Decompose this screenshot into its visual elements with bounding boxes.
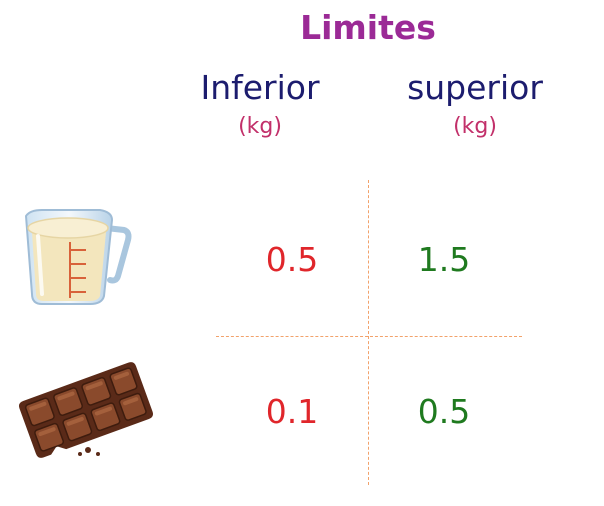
column-unit-superior: (kg) xyxy=(453,114,497,139)
vertical-divider xyxy=(368,180,369,485)
chocolate-bar-icon xyxy=(18,362,154,458)
row-2-upper-value: 0.5 xyxy=(417,392,471,431)
horizontal-divider xyxy=(216,336,522,337)
column-header-superior: superior xyxy=(407,68,543,107)
limits-title: Limites xyxy=(300,8,436,47)
column-unit-inferior: (kg) xyxy=(238,114,282,139)
row-1-upper-value: 1.5 xyxy=(417,240,471,279)
column-header-inferior: Inferior xyxy=(200,68,320,107)
measuring-cup-flour-icon xyxy=(24,209,132,305)
row-2-lower-value: 0.1 xyxy=(265,392,319,431)
row-1-lower-value: 0.5 xyxy=(265,240,319,279)
